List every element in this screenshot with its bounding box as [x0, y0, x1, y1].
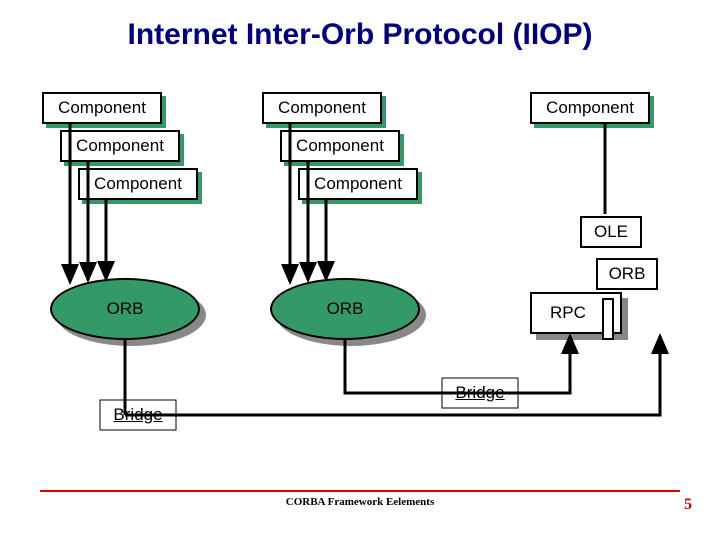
bridge-label: Bridge — [455, 383, 504, 403]
component-label: Component — [546, 98, 634, 118]
component-label: Component — [58, 98, 146, 118]
rpc-inner-box — [602, 298, 614, 340]
ole-box: OLE — [580, 216, 642, 248]
component-box: Component — [280, 130, 400, 162]
component-box: Component — [42, 92, 162, 124]
page-title: Internet Inter-Orb Protocol (IIOP) — [0, 18, 720, 52]
component-label: Component — [94, 174, 182, 194]
component-box: Component — [78, 168, 198, 200]
component-box: Component — [60, 130, 180, 162]
bridge-box: Bridge — [444, 378, 516, 408]
orb-label: ORB — [327, 299, 364, 319]
orb-box-right: ORB — [596, 258, 658, 290]
component-box: Component — [530, 92, 650, 124]
orb-ellipse: ORB — [270, 278, 420, 340]
component-label: Component — [76, 136, 164, 156]
orb-label: ORB — [609, 264, 646, 284]
component-box: Component — [298, 168, 418, 200]
component-label: Component — [296, 136, 384, 156]
footer-divider — [40, 490, 680, 492]
component-box: Component — [262, 92, 382, 124]
page-number: 5 — [684, 496, 692, 514]
bridge-box: Bridge — [102, 400, 174, 430]
footer-caption: CORBA Framework Eelements — [0, 496, 720, 508]
component-label: Component — [278, 98, 366, 118]
orb-label: ORB — [107, 299, 144, 319]
bridge-label: Bridge — [113, 405, 162, 425]
ole-label: OLE — [594, 222, 628, 242]
component-label: Component — [314, 174, 402, 194]
orb-ellipse: ORB — [50, 278, 200, 340]
rpc-label: RPC — [550, 303, 586, 323]
